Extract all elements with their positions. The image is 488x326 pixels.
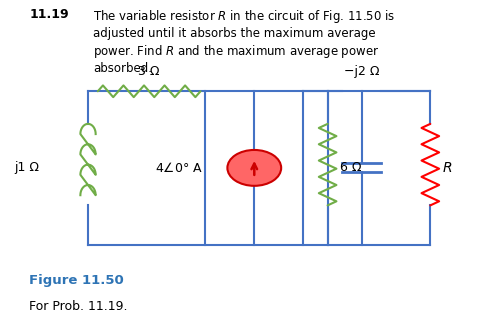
Text: 6 Ω: 6 Ω — [339, 161, 361, 174]
Text: 3 Ω: 3 Ω — [138, 65, 160, 78]
Text: j1 Ω: j1 Ω — [14, 161, 39, 174]
Text: −j2 Ω: −j2 Ω — [344, 65, 379, 78]
Text: Figure 11.50: Figure 11.50 — [29, 274, 124, 287]
Text: For Prob. 11.19.: For Prob. 11.19. — [29, 300, 127, 313]
Text: 4$\angle$0° A: 4$\angle$0° A — [155, 161, 203, 175]
Text: 11.19: 11.19 — [29, 8, 69, 21]
Text: R: R — [442, 161, 451, 175]
Text: The variable resistor $R$ in the circuit of Fig. 11.50 is
adjusted until it abso: The variable resistor $R$ in the circuit… — [93, 8, 394, 75]
Circle shape — [227, 150, 281, 186]
